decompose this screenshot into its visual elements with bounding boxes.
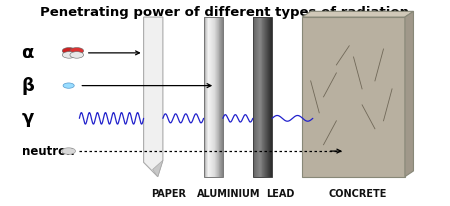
Text: β: β — [22, 77, 34, 95]
Polygon shape — [268, 17, 269, 177]
Circle shape — [70, 48, 84, 54]
Polygon shape — [264, 17, 265, 177]
Polygon shape — [259, 17, 260, 177]
Polygon shape — [210, 17, 211, 177]
Polygon shape — [207, 17, 208, 177]
Polygon shape — [271, 17, 272, 177]
Circle shape — [63, 83, 74, 88]
Text: PAPER: PAPER — [151, 189, 186, 199]
Polygon shape — [209, 17, 210, 177]
Polygon shape — [218, 17, 219, 177]
Text: Penetrating power of different types of radiation: Penetrating power of different types of … — [40, 6, 410, 19]
Polygon shape — [270, 17, 271, 177]
Polygon shape — [265, 17, 266, 177]
Polygon shape — [205, 17, 206, 177]
Polygon shape — [220, 17, 221, 177]
Polygon shape — [256, 17, 257, 177]
Polygon shape — [215, 17, 216, 177]
Polygon shape — [203, 17, 204, 177]
Polygon shape — [261, 17, 262, 177]
Polygon shape — [405, 11, 414, 177]
Text: γ: γ — [22, 109, 34, 127]
Polygon shape — [269, 17, 270, 177]
Polygon shape — [213, 17, 214, 177]
Text: α: α — [22, 44, 34, 62]
Polygon shape — [206, 17, 207, 177]
Circle shape — [62, 48, 76, 54]
Text: neutron: neutron — [22, 145, 74, 158]
Polygon shape — [221, 17, 222, 177]
Polygon shape — [258, 17, 259, 177]
Polygon shape — [208, 17, 209, 177]
Circle shape — [62, 52, 76, 58]
Polygon shape — [219, 17, 220, 177]
Polygon shape — [302, 17, 405, 177]
Polygon shape — [267, 17, 268, 177]
Text: CONCRETE: CONCRETE — [328, 189, 387, 199]
Text: ALUMINIUM: ALUMINIUM — [197, 189, 260, 199]
Circle shape — [62, 148, 76, 154]
Polygon shape — [254, 17, 255, 177]
Polygon shape — [153, 160, 163, 177]
Polygon shape — [260, 17, 261, 177]
Polygon shape — [262, 17, 263, 177]
Circle shape — [70, 52, 84, 58]
Polygon shape — [144, 17, 163, 177]
Polygon shape — [266, 17, 267, 177]
Polygon shape — [204, 17, 205, 177]
Polygon shape — [217, 17, 218, 177]
Polygon shape — [222, 17, 223, 177]
Polygon shape — [216, 17, 217, 177]
Polygon shape — [253, 17, 254, 177]
Polygon shape — [214, 17, 215, 177]
Text: LEAD: LEAD — [266, 189, 294, 199]
Polygon shape — [302, 11, 414, 17]
Polygon shape — [263, 17, 264, 177]
Polygon shape — [257, 17, 258, 177]
Polygon shape — [255, 17, 256, 177]
Polygon shape — [211, 17, 212, 177]
Polygon shape — [212, 17, 213, 177]
